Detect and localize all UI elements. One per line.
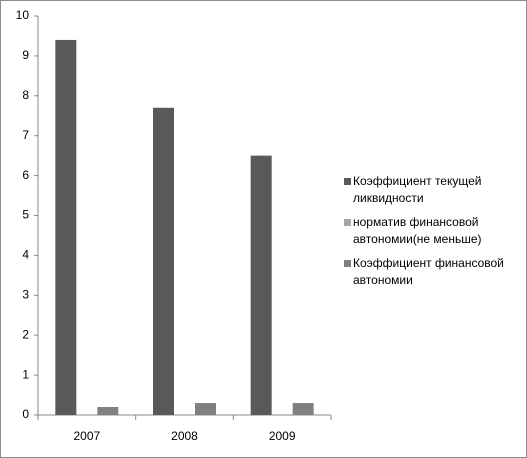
y-tick-label: 5 — [22, 208, 29, 222]
legend-swatch — [344, 178, 351, 185]
x-tick-label: 2007 — [73, 429, 100, 443]
legend-item: норматив финансовой автономии(не меньше) — [344, 214, 518, 248]
y-tick-label: 7 — [22, 128, 29, 142]
legend-item: Коэффициент текущей ликвидности — [344, 173, 518, 207]
y-tick-label: 3 — [22, 287, 29, 301]
x-tick-label: 2008 — [171, 429, 198, 443]
y-tick-label: 2 — [22, 327, 29, 341]
legend-item: Коэффициент финансовой автономии — [344, 255, 518, 289]
bar — [292, 403, 314, 415]
y-tick-label: 4 — [22, 248, 29, 262]
legend-swatch — [344, 219, 351, 226]
y-tick-label: 8 — [22, 88, 29, 102]
y-tick-label: 6 — [22, 168, 29, 182]
bar — [55, 39, 77, 415]
legend-label: норматив финансовой автономии(не меньше) — [353, 215, 482, 246]
y-tick-label: 1 — [22, 367, 29, 381]
legend-label: Коэффициент финансовой автономии — [353, 256, 504, 287]
legend-swatch — [344, 260, 351, 267]
x-tick-label: 2009 — [269, 429, 296, 443]
y-tick-label: 9 — [22, 48, 29, 62]
bar — [97, 407, 119, 415]
y-tick-label: 0 — [22, 407, 29, 421]
legend-label: Коэффициент текущей ликвидности — [353, 174, 482, 205]
bar — [195, 403, 216, 415]
bar — [153, 107, 174, 416]
bar — [250, 155, 272, 415]
y-tick-label: 10 — [16, 8, 30, 22]
